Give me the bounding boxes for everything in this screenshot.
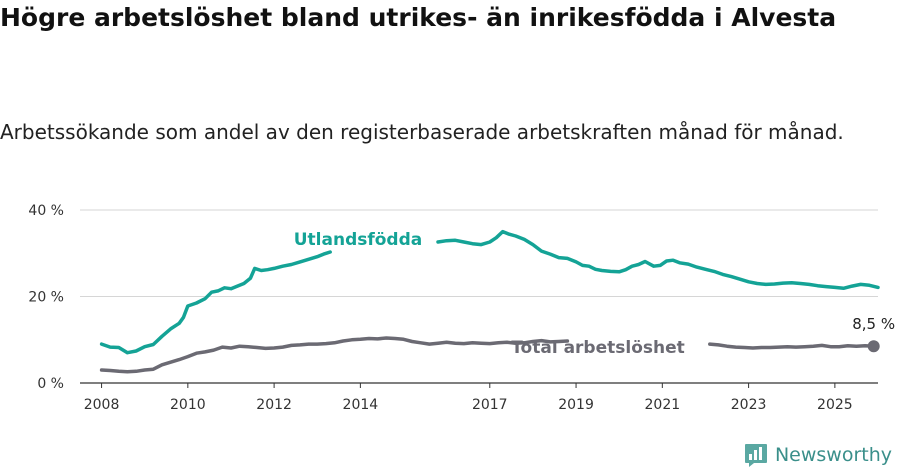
- brand-name: Newsworthy: [774, 444, 892, 466]
- chart-title: Högre arbetslöshet bland utrikes- än inr…: [0, 3, 837, 32]
- line-chart: 0 % 20 % 40 % 2008 2010 2012 2014 2017 2019 2021…: [28, 203, 895, 413]
- end-point-marker: [867, 340, 880, 353]
- grid-lines: [80, 209, 878, 384]
- x-tick-label: 2025: [817, 397, 853, 413]
- series-lines: [99, 229, 880, 374]
- x-tick-label: 2019: [558, 397, 594, 413]
- end-value-label: 8,5 %: [852, 315, 895, 333]
- series-labels: 8,5 % Utlandsfödda Total arbetslöshet: [294, 230, 895, 358]
- utlandsfodda-line: [99, 250, 332, 355]
- y-tick-label: 20 %: [28, 290, 64, 306]
- x-tick-label: 2014: [343, 397, 379, 413]
- total-line: [708, 342, 876, 350]
- chart-subtitle: Arbetssökande som andel av den registerb…: [0, 120, 844, 144]
- utlandsfodda-label: Utlandsfödda: [294, 230, 423, 250]
- x-tick-label: 2017: [472, 397, 508, 413]
- x-axis: 2008 2010 2012 2014 2017 2019 2021 2023 2025: [84, 383, 853, 413]
- total-label: Total arbetslöshet: [511, 338, 685, 358]
- y-tick-label: 0 %: [37, 376, 64, 392]
- newsworthy-logo-icon: [744, 444, 767, 467]
- brand: Newsworthy: [743, 442, 892, 468]
- x-tick-label: 2021: [645, 397, 681, 413]
- x-tick-label: 2008: [84, 397, 120, 413]
- y-tick-label: 40 %: [28, 203, 64, 219]
- total-line: [99, 336, 570, 374]
- utlandsfodda-line: [436, 229, 880, 291]
- x-tick-label: 2023: [731, 397, 767, 413]
- x-tick-label: 2010: [170, 397, 206, 413]
- x-tick-label: 2012: [256, 397, 292, 413]
- y-axis-ticks: 0 % 20 % 40 %: [28, 203, 64, 392]
